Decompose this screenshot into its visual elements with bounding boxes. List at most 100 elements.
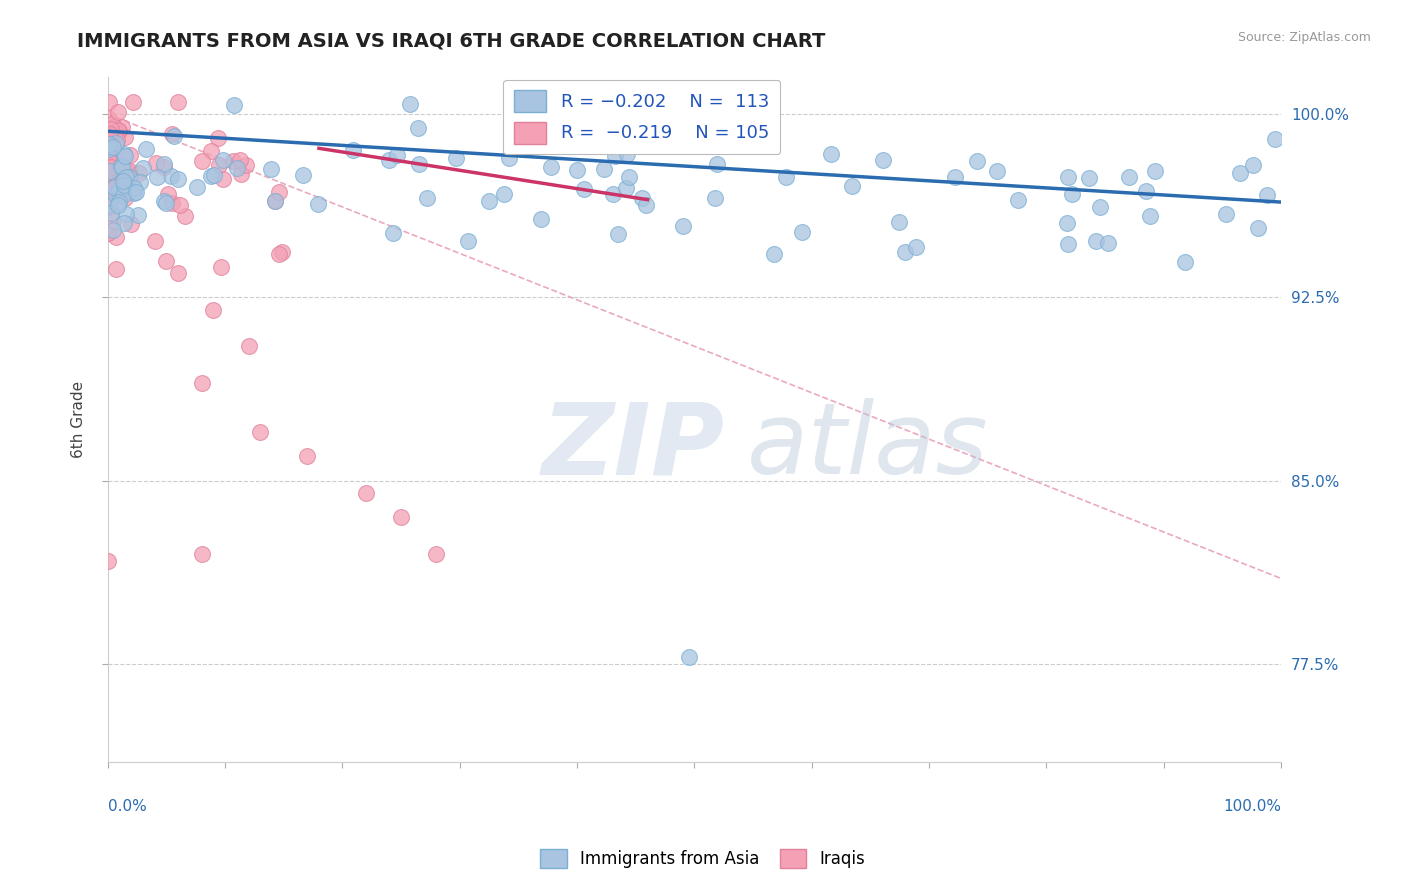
Point xyxy=(112,146,135,161)
Point xyxy=(127,208,149,222)
Point xyxy=(160,127,183,141)
Point xyxy=(153,160,176,174)
Point xyxy=(636,198,658,212)
Point xyxy=(111,188,134,202)
Text: 0.0%: 0.0% xyxy=(108,799,146,814)
Point xyxy=(112,216,135,230)
Point xyxy=(986,163,1008,178)
Point xyxy=(104,136,127,150)
Point xyxy=(122,181,145,195)
Point xyxy=(97,161,120,176)
Point xyxy=(307,197,329,211)
Point xyxy=(1246,220,1268,235)
Point xyxy=(132,161,155,176)
Point xyxy=(616,147,638,161)
Point xyxy=(120,217,142,231)
Point xyxy=(1007,194,1029,208)
Point xyxy=(100,142,122,156)
Point xyxy=(97,148,120,162)
Point xyxy=(1118,169,1140,184)
Point xyxy=(98,142,121,156)
Point xyxy=(97,120,120,135)
Point xyxy=(457,234,479,248)
Point xyxy=(224,98,246,112)
Point xyxy=(200,169,222,183)
Point xyxy=(103,223,125,237)
Point xyxy=(211,153,233,167)
Point xyxy=(104,230,127,244)
Point xyxy=(97,152,120,166)
Point xyxy=(114,149,136,163)
Point xyxy=(943,169,966,184)
Point xyxy=(593,161,616,176)
Point xyxy=(894,244,917,259)
Point xyxy=(100,166,122,180)
Point xyxy=(270,244,292,259)
Point xyxy=(104,137,127,152)
Point xyxy=(1135,184,1157,198)
Point xyxy=(354,486,377,500)
Point xyxy=(208,158,231,172)
Point xyxy=(202,168,225,182)
Point xyxy=(118,169,141,184)
Point xyxy=(101,173,124,187)
Point xyxy=(540,160,562,174)
Point xyxy=(97,554,120,568)
Point xyxy=(1088,200,1111,214)
Point xyxy=(114,191,136,205)
Point xyxy=(97,95,120,109)
Point xyxy=(263,194,285,208)
Text: IMMIGRANTS FROM ASIA VS IRAQI 6TH GRADE CORRELATION CHART: IMMIGRANTS FROM ASIA VS IRAQI 6TH GRADE … xyxy=(77,31,825,50)
Point xyxy=(98,127,121,141)
Point xyxy=(122,95,145,109)
Point xyxy=(186,180,208,194)
Point xyxy=(124,186,146,200)
Point xyxy=(108,183,131,197)
Point xyxy=(292,168,315,182)
Point xyxy=(494,187,516,202)
Point xyxy=(97,126,120,140)
Point xyxy=(1078,171,1101,186)
Point xyxy=(1229,166,1251,180)
Point xyxy=(387,148,409,162)
Point xyxy=(416,191,439,205)
Point xyxy=(100,122,122,136)
Point xyxy=(190,547,212,561)
Point xyxy=(101,181,124,195)
Point xyxy=(207,131,229,145)
Point xyxy=(159,169,181,183)
Point xyxy=(1060,187,1083,202)
Point xyxy=(100,205,122,219)
Point xyxy=(145,169,167,184)
Point xyxy=(763,247,786,261)
Point xyxy=(1056,217,1078,231)
Point xyxy=(157,187,180,202)
Point xyxy=(97,163,120,178)
Point xyxy=(115,163,138,178)
Point xyxy=(378,153,401,167)
Point xyxy=(406,121,429,136)
Point xyxy=(105,133,128,147)
Point xyxy=(616,181,638,195)
Legend: Immigrants from Asia, Iraqis: Immigrants from Asia, Iraqis xyxy=(534,842,872,875)
Point xyxy=(105,154,128,169)
Point xyxy=(966,153,988,168)
Point xyxy=(572,182,595,196)
Point xyxy=(530,211,553,226)
Point xyxy=(98,198,121,212)
Point xyxy=(209,260,232,274)
Point xyxy=(1143,163,1166,178)
Point xyxy=(97,171,120,186)
Point xyxy=(790,225,813,239)
Point xyxy=(115,169,138,184)
Point xyxy=(101,161,124,175)
Point xyxy=(381,226,404,240)
Point xyxy=(297,450,319,464)
Point xyxy=(100,118,122,132)
Point xyxy=(98,197,121,211)
Point xyxy=(155,195,177,210)
Point xyxy=(872,153,894,167)
Point xyxy=(105,144,128,158)
Point xyxy=(101,153,124,168)
Point xyxy=(631,191,654,205)
